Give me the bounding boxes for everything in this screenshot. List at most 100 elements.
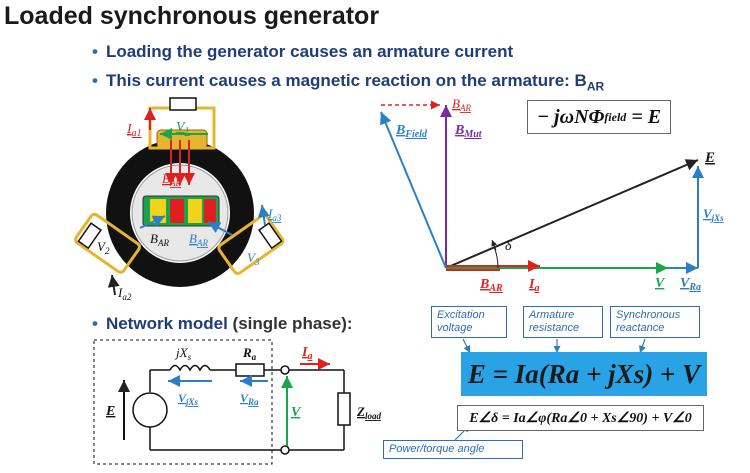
resistor-top bbox=[169, 97, 197, 111]
resistor-right bbox=[258, 222, 283, 250]
ph-bmut-sub: Mut bbox=[463, 129, 482, 140]
svg-text:VRa: VRa bbox=[240, 391, 259, 407]
ck-vjxs-sub: jXs bbox=[184, 397, 199, 407]
ph-e: E bbox=[704, 150, 715, 166]
top-eq-rhs: = E bbox=[631, 105, 662, 128]
delta-arrow bbox=[491, 239, 498, 251]
svg-text:Ia1: Ia1 bbox=[126, 122, 142, 139]
svg-text:VjXs: VjXs bbox=[703, 206, 724, 223]
gen-ia2-sub: a2 bbox=[122, 292, 132, 302]
ck-ra-sub: a bbox=[252, 352, 257, 362]
voltage-source bbox=[132, 392, 168, 428]
ck-jxs-sub: s bbox=[188, 352, 192, 362]
resistor-ra bbox=[235, 363, 265, 377]
inductor bbox=[169, 364, 211, 372]
gen-v2-label: V bbox=[97, 239, 107, 254]
gen-bar-label: B bbox=[162, 171, 170, 186]
terminal-top bbox=[280, 365, 290, 375]
bullet-dot: • bbox=[92, 71, 98, 90]
gen-bar2-sub: AR bbox=[157, 238, 169, 248]
terminal-bottom bbox=[280, 445, 290, 455]
rotor-stripe-red bbox=[170, 199, 184, 223]
bar-arrow-2 bbox=[207, 221, 233, 236]
top-equation: − jωNΦ field = E bbox=[527, 100, 671, 134]
gen-ia2-label: I bbox=[117, 285, 123, 300]
svg-text:jXs: jXs bbox=[174, 345, 192, 362]
svg-text:BAR: BAR bbox=[150, 231, 169, 248]
gen-ia1-sub: a1 bbox=[132, 128, 142, 139]
gen-ia1-label: I bbox=[126, 122, 133, 137]
svg-text:VRa: VRa bbox=[680, 276, 701, 293]
bullet-3: • Network model (single phase): bbox=[92, 314, 353, 334]
gen-bar-sub: AR bbox=[169, 178, 181, 188]
generator-dashed-box bbox=[93, 339, 273, 465]
ph-bfield: B bbox=[395, 123, 405, 138]
gen-bar3-label: B bbox=[189, 231, 197, 246]
ph-vjxs: V bbox=[703, 206, 713, 221]
svg-text:BAR: BAR bbox=[452, 96, 471, 113]
ph-ia: I bbox=[528, 277, 535, 292]
svg-text:BAR: BAR bbox=[162, 171, 181, 188]
gen-bar3-sub: AR bbox=[196, 238, 208, 248]
bullet-2: • This current causes a magnetic reaction… bbox=[92, 71, 604, 93]
top-eq-sub: field bbox=[604, 109, 627, 124]
svg-text:BMut: BMut bbox=[454, 123, 483, 140]
ck-ia: I bbox=[301, 345, 308, 360]
bullet-dot: • bbox=[92, 42, 98, 61]
bullet-1: • Loading the generator causes an armatur… bbox=[92, 42, 513, 62]
bullet-3-text: Network model bbox=[105, 314, 228, 333]
ck-ia-sub: a bbox=[307, 351, 312, 362]
svg-text:V3: V3 bbox=[247, 250, 260, 267]
svg-text:V1: V1 bbox=[176, 120, 190, 137]
top-eq-lhs: − jωNΦ bbox=[536, 105, 605, 128]
gen-bar2-label: B bbox=[150, 231, 158, 246]
svg-text:BAR: BAR bbox=[189, 231, 208, 248]
rotor-stripe-yellow-2 bbox=[188, 199, 202, 223]
svg-text:Ia: Ia bbox=[528, 277, 539, 294]
rotor-stripe-red-2 bbox=[204, 199, 216, 223]
svg-text:Zload: Zload bbox=[356, 404, 381, 421]
gen-v1-sub: 1 bbox=[185, 126, 190, 137]
ph-vra-sub: Ra bbox=[688, 282, 701, 293]
bullet-1-text: Loading the generator causes an armature… bbox=[105, 42, 514, 61]
coil-left bbox=[74, 212, 141, 274]
svg-text:VjXs: VjXs bbox=[178, 391, 199, 407]
ph-vra: V bbox=[680, 276, 691, 291]
gen-v3-label: V bbox=[247, 250, 257, 265]
gen-ia3-sub: a3 bbox=[272, 213, 282, 223]
delta-arc bbox=[493, 246, 499, 269]
ph-bmut: B bbox=[454, 123, 464, 138]
bullet-2-text: This current causes a magnetic reaction … bbox=[105, 71, 587, 90]
main-equation: E = Ia(Ra + jXs) + V bbox=[461, 352, 707, 396]
label-excitation: Excitation voltage bbox=[431, 306, 507, 338]
ph-bar-top-sub: AR bbox=[459, 103, 471, 113]
svg-text:Ia2: Ia2 bbox=[117, 285, 132, 302]
svg-text:Ia: Ia bbox=[301, 345, 312, 362]
load-impedance bbox=[337, 392, 351, 426]
bullet-dot: • bbox=[92, 314, 98, 333]
phasor-bfield bbox=[380, 111, 447, 269]
ia2-arrow bbox=[107, 274, 120, 296]
resistor-left bbox=[77, 222, 102, 250]
ph-bar-top: B bbox=[452, 96, 460, 111]
ck-zload-sub: load bbox=[365, 411, 382, 421]
ph-ia-sub: a bbox=[534, 283, 539, 294]
label-synchronous: Synchronous reactance bbox=[610, 306, 700, 338]
polar-equation: E∠δ = Ia∠φ(Ra∠0 + Xs∠90) + V∠0 bbox=[457, 405, 704, 431]
bullet-2-sub: AR bbox=[586, 79, 605, 94]
gen-v2-sub: 2 bbox=[105, 246, 110, 256]
bar-arrow-1 bbox=[139, 215, 166, 229]
svg-text:Ia3: Ia3 bbox=[267, 206, 282, 223]
svg-text:BField: BField bbox=[395, 123, 428, 140]
gen-v3-sub: 3 bbox=[254, 257, 260, 267]
ph-v: V bbox=[655, 276, 666, 291]
ck-vra: V bbox=[240, 391, 249, 405]
ck-vjxs: V bbox=[178, 391, 187, 405]
ck-vra-sub: Ra bbox=[247, 397, 259, 407]
gen-ia3-label: I bbox=[267, 206, 273, 221]
ph-bar-bottom-sub: AR bbox=[488, 283, 503, 294]
ph-bar-bottom: B bbox=[479, 277, 489, 292]
gen-v1-label: V bbox=[176, 120, 186, 135]
